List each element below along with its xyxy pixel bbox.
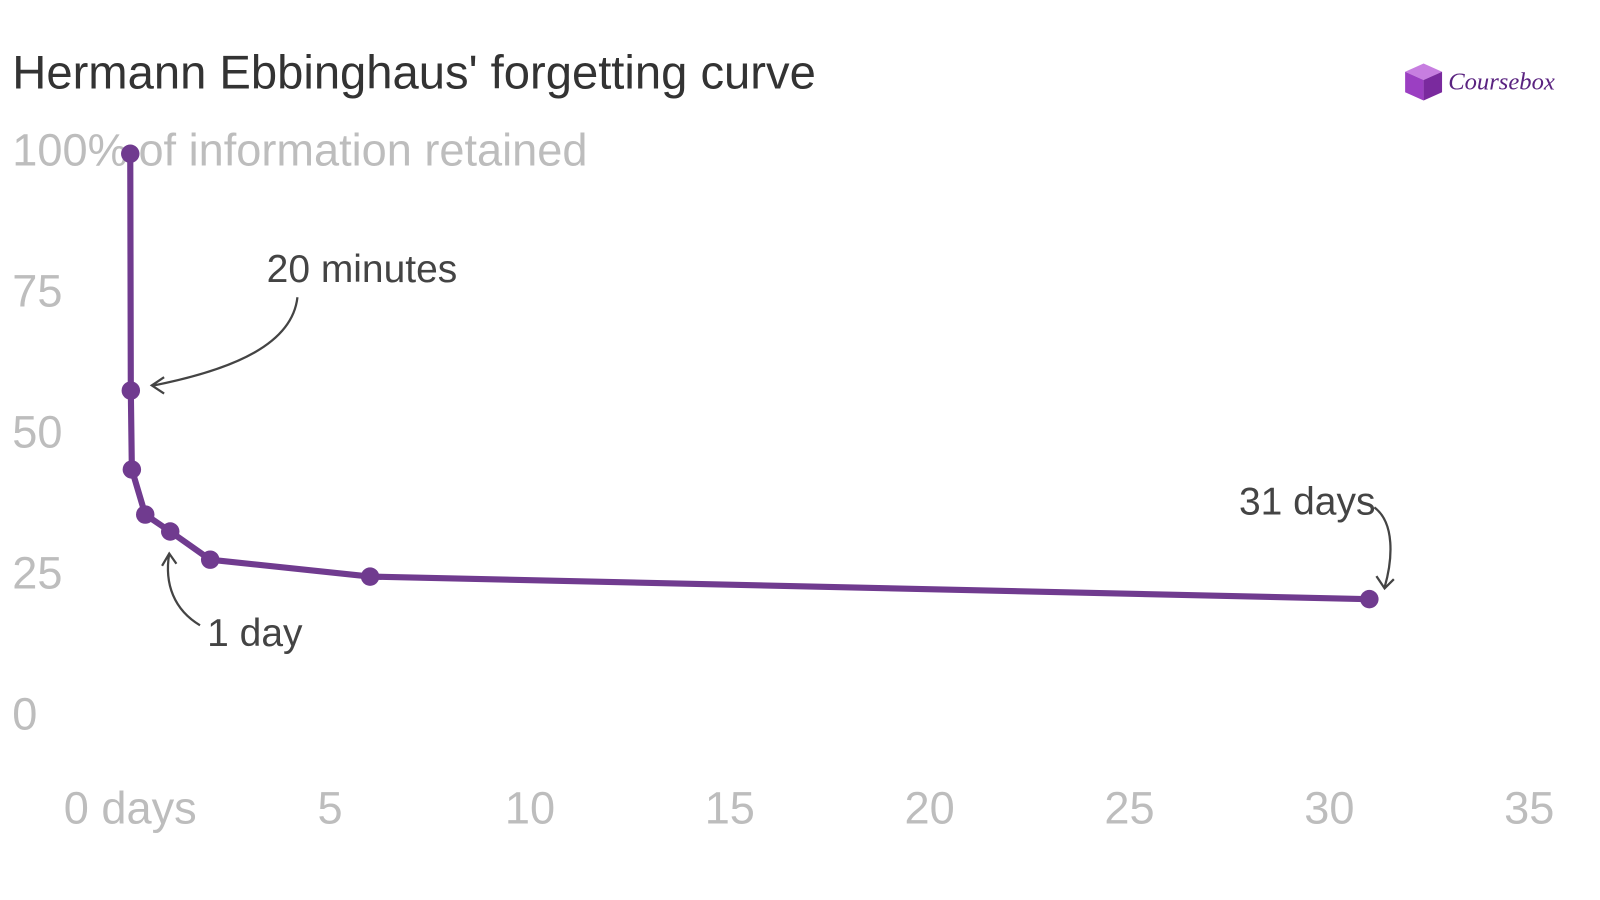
annotation: 31 days (1239, 481, 1375, 524)
y-tick-label: 100% (12, 125, 127, 176)
x-tick-label: 0 days (64, 783, 197, 834)
x-tick-label: 30 (1304, 783, 1354, 834)
annotation-arrow (149, 297, 299, 395)
annotation: 20 minutes (267, 248, 458, 291)
brand-name: Coursebox (1448, 69, 1555, 96)
chart-subtitle: of information retained (138, 125, 587, 176)
annotation-arrow (1373, 506, 1395, 591)
point (360, 567, 380, 586)
line (127, 153, 1370, 603)
point (1360, 589, 1379, 609)
x-tick-label: 25 (1104, 783, 1154, 834)
x-tick-label: 35 (1504, 783, 1554, 834)
y-tick-label: 75 (12, 266, 62, 317)
x-tick-label: 10 (505, 783, 555, 834)
y-tick-label: 25 (12, 548, 62, 599)
annotation: 1 day (207, 612, 303, 655)
x-tick-label: 20 (905, 783, 955, 834)
point (121, 381, 141, 400)
brand-logo: Coursebox (1405, 63, 1555, 101)
x-tick-label: 15 (705, 783, 755, 834)
logo-icon-right (1423, 71, 1443, 101)
point (160, 522, 180, 541)
point (136, 505, 155, 524)
point (122, 460, 142, 479)
point (200, 550, 220, 569)
x-tick-label: 5 (318, 783, 343, 834)
point (121, 144, 140, 163)
logo-icon-left (1405, 71, 1424, 101)
y-tick-label: 50 (12, 407, 62, 458)
annotation-arrow (161, 551, 201, 627)
chart-title: Hermann Ebbinghaus' forgetting curve (12, 45, 816, 98)
y-tick-label: 0 (12, 688, 37, 739)
